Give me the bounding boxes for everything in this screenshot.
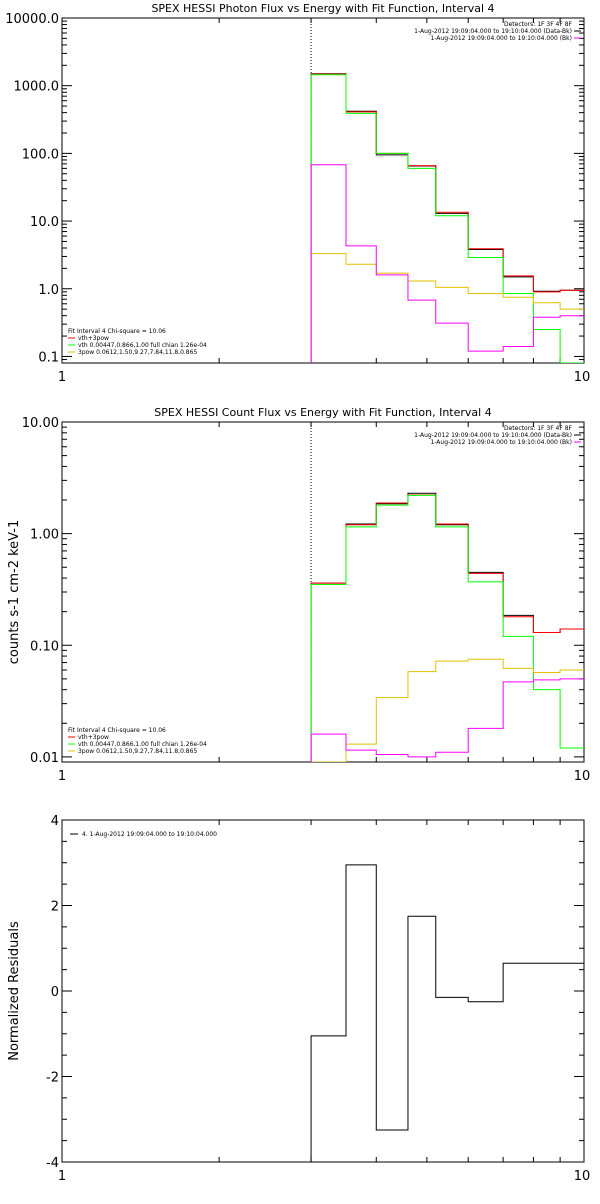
legend-topright-entry: Detectors: 1F 3F 4F 8F — [504, 425, 573, 432]
y-axis-label: counts s-1 cm-2 keV-1 — [7, 520, 22, 665]
x-tick-label: 10 — [574, 769, 591, 784]
series-group — [310, 864, 584, 1162]
series-line-1 — [310, 73, 584, 363]
x-tick-label: 1 — [58, 1169, 66, 1184]
series-group — [310, 73, 584, 363]
y-tick-label: 1.00 — [30, 528, 59, 543]
plot-frame — [61, 421, 585, 763]
series-line-2 — [310, 73, 584, 363]
y-tick-label: 100.0 — [22, 147, 59, 162]
series-line-1 — [310, 492, 584, 762]
legend-bottomleft-entry: vth 0.00447,0.866,1.00 full chian 1.26e-… — [78, 342, 207, 349]
chart-panel-1: SPEX HESSI Photon Flux vs Energy with Fi… — [5, 2, 590, 385]
legend-entry: 4. 1-Aug-2012 19:09:04.000 to 19:10:04.0… — [82, 831, 217, 838]
legend-bottomleft-entry: Fit Interval 4 Chi-square = 10.06 — [68, 727, 166, 734]
y-tick-label: 0 — [51, 985, 59, 1000]
legend-bottomleft-entry: 3pow 0.0612,1.50,9.27,7.84,11.8,0.865 — [78, 349, 197, 356]
legend-bottomleft-entry: 3pow 0.0612,1.50,9.27,7.84,11.8,0.865 — [78, 748, 197, 755]
y-tick-label: -4 — [46, 1156, 59, 1171]
y-tick-label: -2 — [46, 1071, 59, 1086]
x-tick-label: 10 — [574, 370, 591, 385]
x-tick-label: 10 — [574, 1169, 591, 1184]
y-tick-label: 10000.0 — [5, 12, 59, 27]
legend-bottomleft-entry: vth+3pow — [78, 335, 109, 342]
legend-topright-entry: 1-Aug-2012 19:09:04.000 to 19:10:04.000 … — [414, 432, 572, 439]
series-line-5 — [310, 164, 584, 363]
y-tick-label: 0.1 — [38, 350, 59, 365]
y-tick-label: 2 — [51, 900, 59, 915]
legend-topright-entry: 1-Aug-2012 19:09:04.000 to 19:10:04.000 … — [430, 35, 572, 42]
y-tick-label: 0.01 — [30, 751, 59, 766]
legend-bottomleft-entry: vth 0.00447,0.866,1.00 full chian 1.26e-… — [78, 741, 207, 748]
y-tick-label: 0.10 — [30, 639, 59, 654]
y-tick-label: 1000.0 — [14, 80, 60, 95]
series-line-5 — [310, 678, 584, 762]
y-tick-label: 10.00 — [22, 416, 59, 431]
x-tick-label: 1 — [58, 370, 66, 385]
legend-topright-entry: 1-Aug-2012 19:09:04.000 to 19:10:04.000 … — [430, 439, 572, 446]
chart-title: SPEX HESSI Count Flux vs Energy with Fit… — [154, 406, 491, 419]
y-axis-label: Normalized Residuals — [7, 921, 22, 1061]
series-line-3 — [310, 494, 584, 762]
plot-frame — [61, 819, 585, 1163]
series-group — [310, 492, 584, 762]
series-line-4 — [311, 658, 584, 762]
legend-bottomleft-entry: vth+3pow — [78, 734, 109, 741]
y-tick-label: 1.0 — [38, 283, 59, 298]
chart-panel-2: SPEX HESSI Count Flux vs Energy with Fit… — [7, 406, 590, 784]
legend-bottomleft-entry: Fit Interval 4 Chi-square = 10.06 — [68, 328, 166, 335]
series-line-1 — [310, 864, 584, 1162]
legend-topright-entry: 1-Aug-2012 19:09:04.000 to 19:10:04.000 … — [414, 28, 572, 35]
legend-topright-entry: Detectors: 1F 3F 4F 8F — [504, 21, 573, 28]
series-line-2 — [310, 494, 584, 762]
series-line-3 — [310, 74, 584, 363]
chart-title: SPEX HESSI Photon Flux vs Energy with Fi… — [151, 2, 494, 15]
y-tick-label: 4 — [51, 814, 59, 829]
y-tick-label: 10.0 — [30, 215, 59, 230]
series-line-4 — [310, 253, 584, 363]
plot-frame — [61, 17, 585, 364]
chart-panel-3: 1 10 -4 -2 0 2 4 Normalized Residuals 4. 1-Aug-2… — [7, 814, 590, 1184]
x-tick-label: 1 — [58, 769, 66, 784]
